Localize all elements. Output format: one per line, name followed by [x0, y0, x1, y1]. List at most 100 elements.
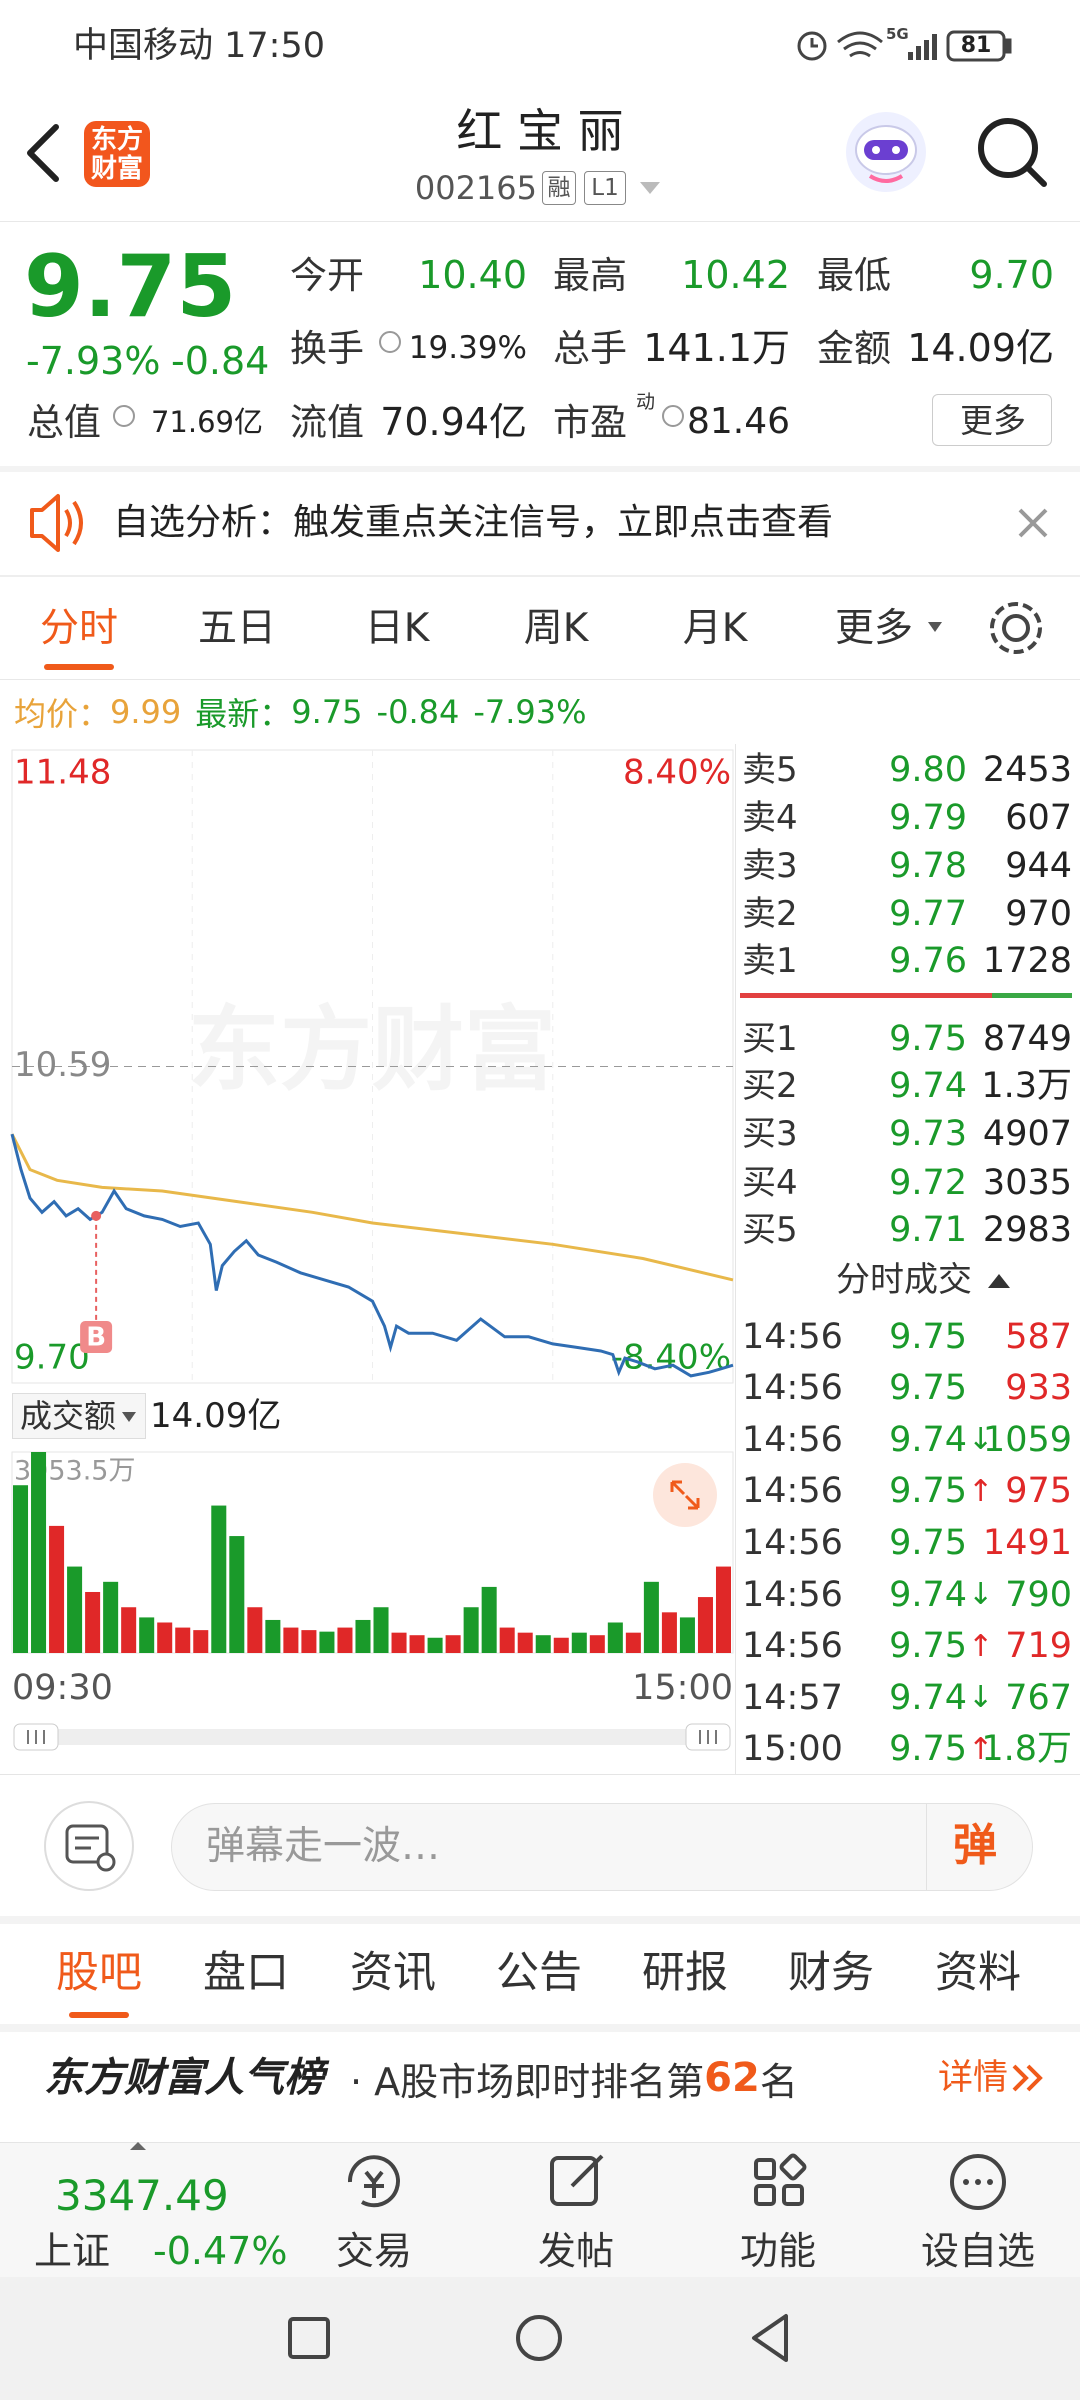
nav-item[interactable]: 设自选: [920, 2229, 1036, 2273]
trade-price: 9.74: [889, 1574, 967, 1615]
book-level: 卖5: [742, 750, 798, 790]
book-price: 9.76: [889, 940, 967, 981]
annotation-label: B: [86, 1323, 106, 1353]
volume-selector-frame[interactable]: [12, 1393, 146, 1439]
sort-icon[interactable]: [988, 1274, 1010, 1288]
ranking-link[interactable]: 详情: [937, 2057, 1008, 2098]
notice-text[interactable]: 自选分析：触发重点关注信号，立即点击查看: [113, 502, 834, 543]
nav-item[interactable]: 功能: [739, 2229, 817, 2273]
divider: [0, 466, 1080, 472]
book-price: 9.74: [889, 1065, 967, 1106]
book-level: 卖1: [742, 941, 798, 981]
function-icon[interactable]: [754, 2153, 807, 2206]
trade-volume: 1059: [982, 1419, 1072, 1460]
section-tab[interactable]: 盘口: [203, 1947, 289, 1998]
volume-bar: [283, 1627, 299, 1653]
divider: [0, 1774, 1080, 1775]
system-nav[interactable]: [288, 2314, 788, 2362]
back-icon[interactable]: [27, 124, 59, 182]
trade-volume: 587: [1005, 1316, 1072, 1357]
chart-tab[interactable]: 分时: [39, 605, 119, 651]
section-tab[interactable]: 公告: [496, 1947, 582, 1998]
chart-tab[interactable]: 五日: [197, 605, 277, 651]
trade-icon[interactable]: [347, 2155, 400, 2208]
ranking-text: · A股市场即时排名第 62 名: [350, 2053, 798, 2104]
volume-selector[interactable]: 成交额: [20, 1397, 117, 1435]
chart-tab[interactable]: 月K: [682, 605, 748, 651]
stat-value: 71.69亿: [150, 404, 263, 439]
chart-tab[interactable]: 日K: [364, 605, 430, 651]
volume-bar: [607, 1622, 623, 1653]
volume-bar: [265, 1619, 281, 1653]
trade-volume: 790: [1005, 1574, 1072, 1615]
ranking-brand: 东方财富人气榜: [44, 2055, 324, 2101]
book-volume: 970: [1005, 893, 1072, 934]
volume-bar: [697, 1597, 713, 1653]
stat-label: 最低: [817, 253, 891, 297]
trade-arrow: ↑: [968, 1731, 994, 1767]
section-tab[interactable]: 财务: [788, 1947, 874, 1998]
trade-time: 14:56: [742, 1574, 843, 1615]
comment-input[interactable]: 弹幕走一波…: [206, 1823, 441, 1869]
system-nav-bg: [0, 2277, 1080, 2400]
danmaku-send[interactable]: 弹: [953, 1820, 997, 1871]
nav-item[interactable]: 发帖: [537, 2229, 615, 2273]
chart-tab[interactable]: 更多: [834, 605, 914, 651]
book-level: 买5: [742, 1210, 798, 1250]
settings-icon[interactable]: [990, 602, 1042, 654]
trade-volume: 1.8万: [981, 1729, 1072, 1770]
carrier-time: 中国移动 17:50: [73, 25, 325, 66]
assistant-avatar[interactable]: [846, 112, 926, 192]
index-arrow: [130, 2142, 146, 2150]
stat-note: 动: [636, 390, 656, 413]
watermark: 东方财富: [188, 996, 556, 1103]
index-name: 上证: [34, 2229, 111, 2273]
stat-label: 流值: [290, 400, 364, 444]
watchlist-icon[interactable]: [950, 2154, 1006, 2210]
section-tab[interactable]: 资料: [935, 1947, 1021, 1998]
link-chevron[interactable]: [1012, 2064, 1043, 2092]
post-icon[interactable]: [550, 2154, 604, 2206]
dropdown-icon[interactable]: [122, 1412, 136, 1422]
dropdown-icon[interactable]: [640, 182, 660, 194]
status-icons: [797, 30, 1012, 62]
book-volume: 1728: [982, 940, 1072, 981]
danmaku-icon[interactable]: [44, 1801, 134, 1891]
latest-change-pct: -7.93%: [473, 693, 587, 731]
nav-item[interactable]: 交易: [335, 2229, 413, 2273]
more-button[interactable]: 更多: [960, 400, 1026, 440]
ranking-suffix: 名: [759, 2059, 798, 2104]
ranking-text: · A股市场即时排名第: [350, 2059, 705, 2104]
scrollbar[interactable]: [13, 1723, 731, 1751]
stat-label: 总值: [27, 400, 101, 444]
chart-tab[interactable]: 周K: [523, 605, 589, 651]
more-button-frame[interactable]: [932, 394, 1052, 446]
comment-input-frame[interactable]: [171, 1803, 1033, 1891]
volume-bar: [409, 1635, 425, 1653]
stat-label: 今开: [290, 253, 364, 297]
search-icon[interactable]: [978, 118, 1047, 187]
book-level: 卖2: [742, 894, 798, 934]
volume-bar: [49, 1525, 65, 1653]
stat-value: 81.46: [686, 401, 790, 442]
expand-bg: [653, 1463, 717, 1527]
x-tick-label: 09:30: [12, 1667, 113, 1708]
section-tab[interactable]: 资讯: [350, 1947, 436, 1998]
book-separator-green: [992, 993, 1072, 998]
expand-icon[interactable]: [653, 1463, 717, 1527]
stat-label: 金额: [817, 326, 891, 370]
divider: [0, 1916, 1080, 1924]
trade-price: 9.75: [889, 1368, 967, 1409]
section-tab[interactable]: 股吧: [56, 1947, 142, 1998]
close-icon[interactable]: [1018, 508, 1048, 538]
divider: [0, 575, 1080, 577]
book-price: 9.77: [889, 893, 967, 934]
volume-bar: [643, 1581, 659, 1653]
trade-time: 14:56: [742, 1471, 843, 1512]
section-tab[interactable]: 研报: [642, 1947, 728, 1998]
dropdown-icon[interactable]: [928, 622, 942, 632]
trade-volume: 1491: [982, 1522, 1072, 1563]
bottom-nav-bg: [0, 2142, 1080, 2278]
volume-bar: [535, 1635, 551, 1653]
summary-line: 均价： 9.99 最新： 9.75 -0.84 -7.93%: [14, 687, 587, 737]
